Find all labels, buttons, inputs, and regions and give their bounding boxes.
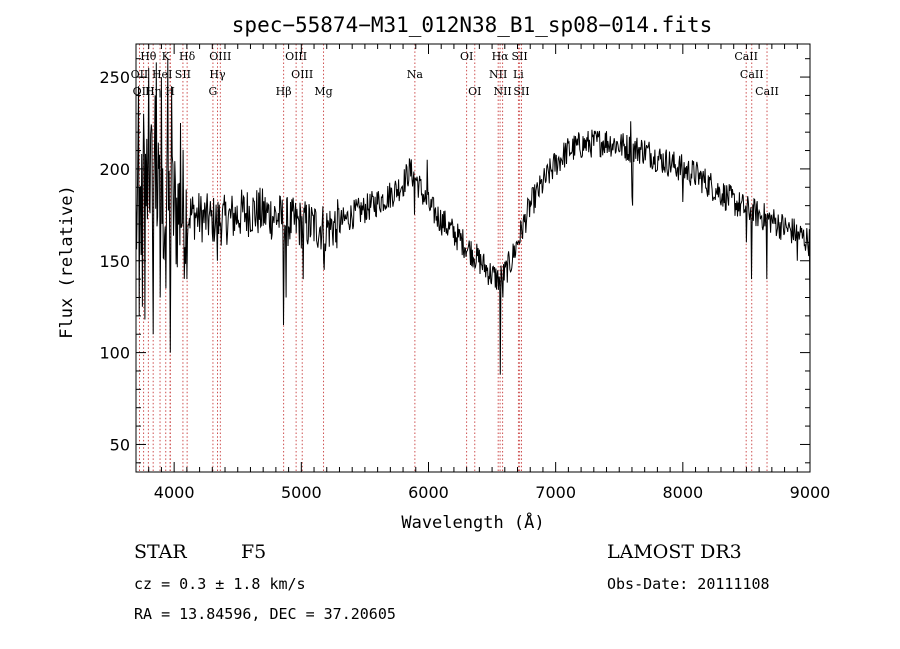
line-label-4: OIII — [285, 50, 307, 63]
line-label-2: Hδ — [179, 50, 196, 63]
survey-name: LAMOST DR3 — [607, 541, 742, 563]
y-tick-label-200: 200 — [99, 160, 130, 179]
y-tick-label-150: 150 — [99, 252, 130, 271]
object-class: STAR — [134, 541, 187, 563]
plot-frame — [135, 43, 811, 473]
line-label-0: Hθ — [140, 50, 157, 63]
line-label-14: OIII — [291, 68, 313, 81]
spectrum-line — [135, 58, 811, 375]
object-subclass: F5 — [241, 541, 266, 563]
x-tick-label-6000: 6000 — [408, 483, 449, 502]
spectrum-series — [135, 58, 811, 375]
line-label-10: He — [152, 68, 168, 81]
line-label-5: OI — [460, 50, 473, 63]
line-label-7: SII — [512, 50, 528, 63]
spectral-line-markers — [138, 44, 768, 472]
y-tick-label-100: 100 — [99, 344, 130, 363]
x-tick-label-4000: 4000 — [154, 483, 195, 502]
x-tick-label-8000: 8000 — [662, 483, 703, 502]
line-label-26: NII — [493, 85, 511, 98]
line-label-21: H — [165, 85, 175, 98]
coordinates: RA = 13.84596, DEC = 37.20605 — [134, 605, 396, 623]
observation-date: Obs-Date: 20111108 — [607, 575, 770, 593]
redshift-value: cz = 0.3 ± 1.8 km/s — [134, 575, 306, 593]
line-label-8: CaII — [734, 50, 758, 63]
line-label-6: Hα — [492, 50, 510, 63]
line-label-23: Hβ — [276, 85, 292, 98]
y-tick-label-50: 50 — [110, 435, 130, 454]
line-label-9: OII — [131, 68, 149, 81]
line-label-25: OI — [468, 85, 481, 98]
y-axis-label: Flux (relative) — [57, 185, 77, 339]
line-label-3: OIII — [209, 50, 231, 63]
y-tick-label-250: 250 — [99, 68, 130, 87]
line-label-24: Mg — [314, 85, 332, 98]
line-label-20: Hη — [145, 85, 161, 98]
spectrum-info: STAR F5 cz = 0.3 ± 1.8 km/s RA = 13.8459… — [134, 541, 770, 623]
x-tick-label-9000: 9000 — [790, 483, 831, 502]
line-label-22: G — [209, 85, 218, 98]
line-label-28: CaII — [755, 85, 779, 98]
line-label-12: SII — [175, 68, 191, 81]
y-axis-ticks: 50 100 150 200 250 — [99, 58, 810, 464]
line-label-11: I — [168, 68, 172, 81]
line-label-1: K — [162, 50, 171, 63]
x-axis-label: Wavelength (Å) — [401, 511, 544, 533]
line-label-18: CaII — [740, 68, 764, 81]
x-tick-label-5000: 5000 — [281, 483, 322, 502]
chart-title: spec−55874−M31_012N38_B1_sp08−014.fits — [232, 13, 712, 37]
x-axis-ticks: 4000 5000 6000 7000 8000 9000 — [135, 44, 831, 502]
line-label-13: Hγ — [209, 68, 226, 81]
line-label-17: Li — [513, 68, 524, 81]
x-tick-label-7000: 7000 — [535, 483, 576, 502]
line-label-15: Na — [407, 68, 424, 81]
line-label-27: SII — [513, 85, 529, 98]
line-label-16: NII — [489, 68, 507, 81]
